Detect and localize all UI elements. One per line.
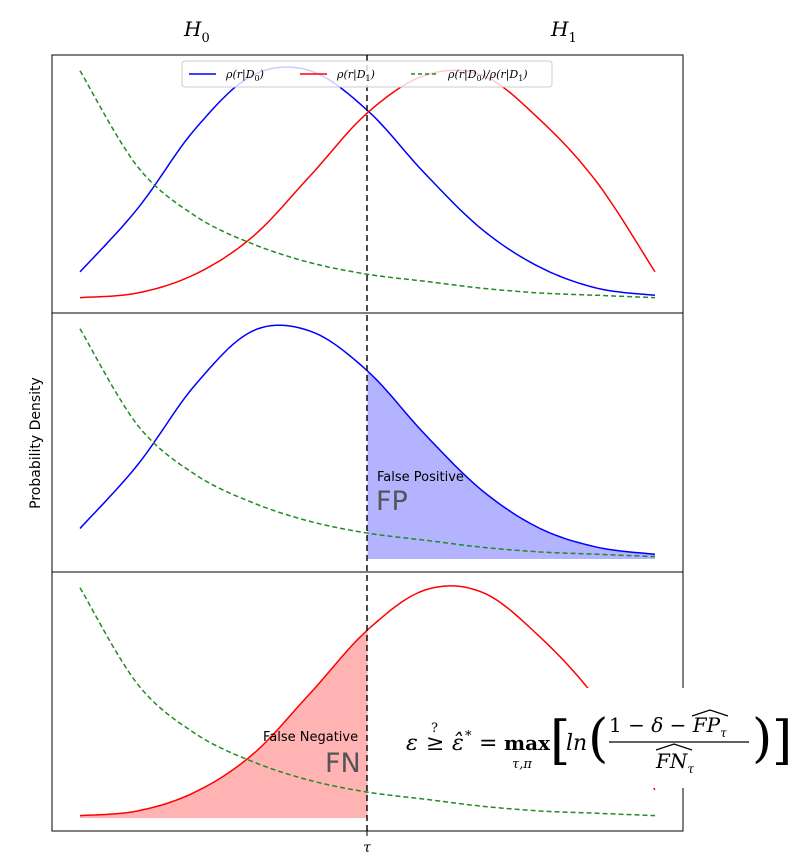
formula-fp: FP [692,713,721,737]
series-line-middle-ratio [79,328,656,558]
series-line-top-h1 [79,69,656,299]
false-negative-area [80,630,368,818]
fn-caption: False Negative [263,730,358,745]
formula-fp-hat [691,709,729,717]
legend-label-ratio: ρ(r|D0)/ρ(r|D1) [447,68,528,83]
h1-main: H [550,17,569,41]
hypothesis-h0-label: H0 [183,17,210,46]
formula: ε ≥ ? ε̂ * = max τ,π [ ln ( 1 − δ − FPτ … [406,709,792,776]
formula-numerator: 1 − δ − FPτ [609,713,727,740]
formula-equals: = [479,731,497,756]
series-line-top-h0 [79,66,656,297]
series-line-top-ratio [79,70,656,299]
fp-label: FP [376,486,408,517]
legend-label-h1: ρ(r|D1) [336,68,375,83]
legend-box [181,60,553,88]
x-axis-label: τ [363,840,371,856]
hypothesis-h1-label: H1 [550,17,577,46]
formula-max-sub: τ,π [512,757,532,772]
h0-main: H [183,17,202,41]
fp-caption: False Positive [377,470,464,485]
formula-geq: ≥ [426,731,444,756]
formula-bracket-left: [ [550,711,570,771]
legend: ρ(r|D0) ρ(r|D1) ρ(r|D0)/ρ(r|D1) [181,60,553,88]
panel-top [79,66,656,299]
formula-epsilon-hat: ε̂ [452,731,464,756]
formula-max: max [504,731,551,755]
y-axis-label: Probability Density [28,377,44,509]
formula-ln: ln [566,731,587,756]
formula-background [400,688,795,788]
fn-label: FN [325,748,361,779]
formula-denominator: FNτ [655,749,694,776]
formula-bracket-right: ] [772,711,792,771]
legend-label-h0: ρ(r|D0) [225,68,264,83]
false-positive-area [367,371,655,559]
formula-star: * [465,729,472,744]
formula-paren-left: ( [588,709,608,769]
formula-paren-right: ) [752,709,772,769]
formula-epsilon: ε [406,731,418,756]
formula-fn-hat [655,743,693,751]
formula-question: ? [431,721,438,736]
series-line-bottom-ratio [79,587,656,817]
